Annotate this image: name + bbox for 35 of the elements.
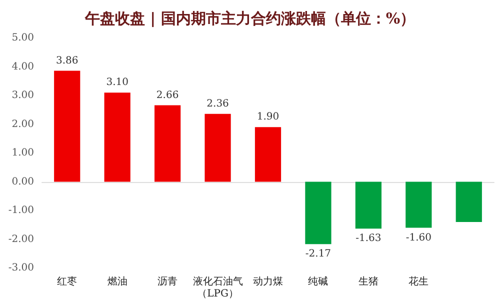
bar	[104, 92, 130, 182]
bar	[456, 182, 482, 222]
data-label: 3.86	[56, 55, 78, 66]
y-tick-label: 2.00	[12, 118, 34, 130]
x-tick-label: 动力煤	[253, 276, 283, 288]
y-tick-label: 4.00	[12, 61, 34, 72]
x-tick-label: 液化石油气（LPG）	[192, 276, 243, 300]
bar	[305, 182, 332, 244]
y-tick-label: 1.00	[12, 148, 34, 158]
data-label: 3.10	[106, 77, 128, 88]
y-tick-label: -1.00	[8, 205, 34, 216]
bar	[54, 70, 80, 182]
data-label: 2.36	[206, 98, 229, 110]
x-tick-label: 纯碱	[308, 276, 328, 288]
bar	[406, 182, 432, 228]
bar	[355, 182, 382, 229]
bar	[154, 105, 181, 182]
data-label: -1.60	[406, 232, 432, 244]
x-tick-label: 红枣	[57, 276, 78, 288]
y-tick-label: 0.00	[12, 176, 34, 188]
bar	[204, 114, 231, 182]
x-tick-label: 花生	[408, 276, 429, 288]
data-label: -2.17	[305, 248, 332, 260]
chart-title: 午盘收盘 | 国内期市主力合约涨跌幅（单位：%）	[84, 10, 416, 28]
bar	[254, 127, 282, 182]
x-tick-label: 生猪	[358, 276, 378, 288]
data-label: 1.90	[256, 112, 280, 123]
x-tick-label: 燃油	[107, 276, 128, 288]
y-tick-label: -3.00	[8, 262, 34, 274]
y-tick-label: -2.00	[8, 234, 34, 245]
y-tick-label: 5.00	[12, 32, 34, 44]
y-tick-label: 3.00	[12, 90, 34, 101]
data-label: 2.66	[156, 90, 179, 101]
x-tick-label: 沥青	[158, 276, 178, 288]
data-label: -1.63	[356, 233, 382, 244]
